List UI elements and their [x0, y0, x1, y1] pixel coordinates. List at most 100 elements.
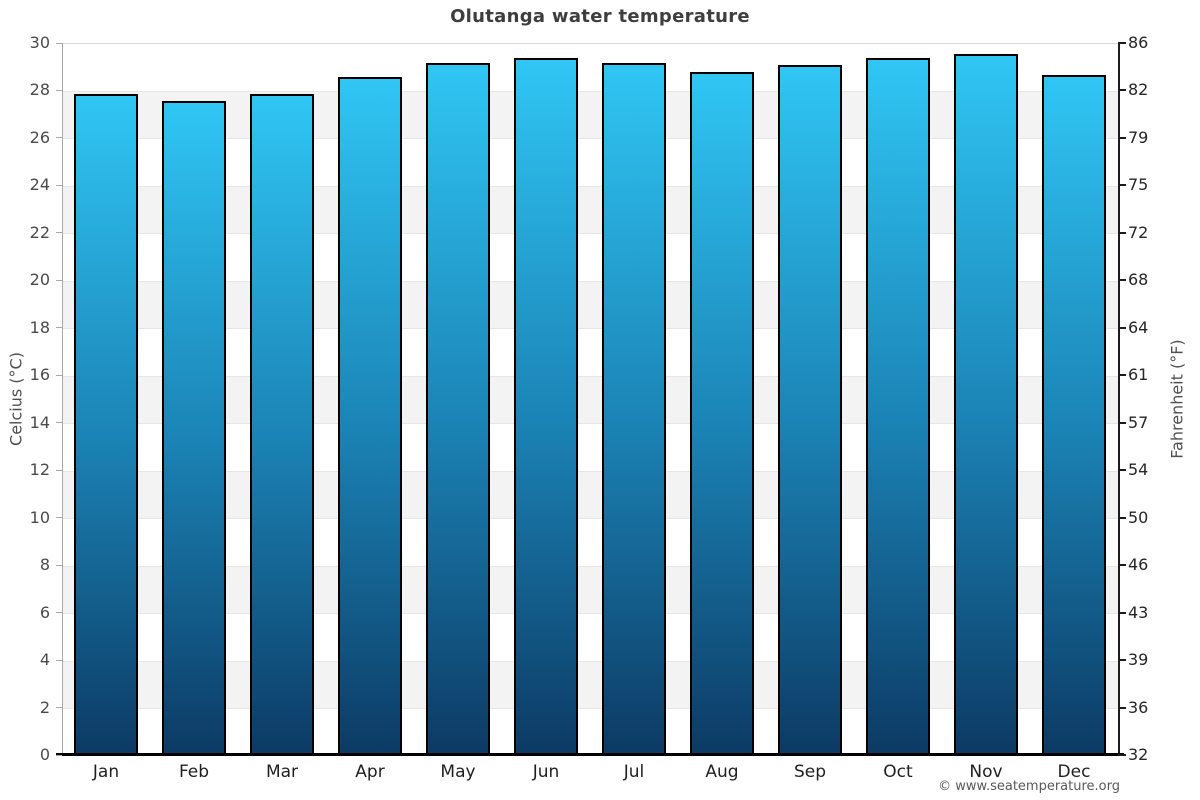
temperature-bar-jan: [74, 93, 138, 756]
y-tick-mark-left: [56, 564, 62, 566]
y-tick-label-fahrenheit: 50: [1128, 507, 1149, 527]
y-tick-label-celsius: 20: [29, 270, 50, 290]
grid-band: [62, 91, 1118, 139]
x-tick-label-feb: Feb: [178, 762, 210, 782]
y-tick-label-fahrenheit: 64: [1128, 317, 1149, 337]
temperature-bar-mar: [250, 93, 314, 756]
grid-band: [62, 661, 1118, 709]
grid-band: [62, 423, 1118, 472]
y-tick-label-fahrenheit: 79: [1128, 127, 1149, 147]
x-tick-label-nov: Nov: [969, 762, 1003, 782]
x-tick-label-dec: Dec: [1057, 762, 1091, 782]
y-tick-mark-left: [56, 89, 62, 91]
y-tick-mark-left: [56, 422, 62, 424]
y-tick-label-fahrenheit: 39: [1128, 650, 1149, 670]
y-tick-mark-left: [56, 279, 62, 281]
y-tick-mark-right: [1118, 706, 1126, 709]
y-tick-mark-right: [1118, 326, 1126, 329]
y-tick-label-celsius: 4: [39, 650, 50, 670]
y-tick-label-fahrenheit: 46: [1128, 555, 1149, 575]
y-tick-label-celsius: 12: [29, 460, 50, 480]
grid-band: [62, 233, 1118, 282]
y-tick-mark-left: [56, 374, 62, 376]
y-axis-label-fahrenheit: Fahrenheit (°F): [1167, 339, 1187, 459]
y-tick-label-celsius: 6: [39, 602, 50, 622]
x-tick-label-jan: Jan: [92, 762, 120, 782]
x-tick-label-apr: Apr: [355, 762, 385, 782]
y-tick-label-fahrenheit: 54: [1128, 460, 1149, 480]
y-tick-label-celsius: 18: [29, 317, 50, 337]
y-tick-label-celsius: 30: [29, 33, 50, 52]
y-tick-label-fahrenheit: 75: [1128, 175, 1149, 195]
grid-band: [62, 471, 1118, 519]
y-tick-label-celsius: 8: [39, 555, 50, 575]
temperature-bar-nov: [954, 53, 1018, 756]
temperature-bar-jul: [602, 63, 666, 756]
y-tick-mark-right: [1118, 136, 1126, 139]
y-tick-mark-left: [56, 754, 62, 756]
grid-band: [62, 138, 1118, 187]
y-axis-label-celsius: Celcius (°C): [6, 352, 26, 446]
y-tick-label-celsius: 26: [29, 127, 50, 147]
y-tick-mark-left: [56, 612, 62, 614]
y-tick-label-celsius: 14: [29, 412, 50, 432]
x-tick-label-jul: Jul: [623, 762, 645, 782]
grid-band: [62, 44, 1118, 92]
grid-band: [62, 328, 1118, 377]
y-tick-label-fahrenheit: 32: [1128, 745, 1149, 764]
y-tick-label-fahrenheit: 86: [1128, 33, 1149, 52]
y-tick-mark-right: [1118, 89, 1126, 92]
y-tick-mark-right: [1118, 421, 1126, 424]
grid-band: [62, 613, 1118, 662]
y-tick-mark-right: [1118, 754, 1126, 756]
y-tick-label-celsius: 22: [29, 222, 50, 242]
temperature-bar-dec: [1042, 74, 1106, 756]
y-tick-label-celsius: 16: [29, 365, 50, 385]
temperature-bar-apr: [338, 77, 402, 756]
chart-title: Olutanga water temperature: [450, 6, 750, 27]
y-tick-mark-right: [1118, 279, 1126, 282]
y-tick-mark-right: [1118, 611, 1126, 614]
y-tick-label-fahrenheit: 68: [1128, 270, 1149, 290]
y-axis-right-spine: [1118, 43, 1120, 755]
temperature-bar-sep: [778, 65, 842, 756]
grid-band: [62, 281, 1118, 329]
y-tick-mark-right: [1118, 42, 1126, 44]
temperature-bar-aug: [690, 72, 754, 756]
watermark: © www.seatemperature.org: [938, 779, 1120, 794]
y-tick-mark-left: [56, 232, 62, 234]
grid-band: [62, 376, 1118, 424]
y-tick-label-fahrenheit: 57: [1128, 412, 1149, 432]
temperature-bar-oct: [866, 58, 930, 756]
x-tick-label-may: May: [440, 762, 476, 782]
x-tick-label-jun: Jun: [532, 762, 560, 782]
y-tick-mark-right: [1118, 516, 1126, 519]
y-tick-mark-left: [56, 517, 62, 519]
grid-band: [62, 518, 1118, 567]
y-tick-label-celsius: 10: [29, 507, 50, 527]
plot-area: [62, 43, 1118, 756]
y-tick-label-celsius: 0: [39, 745, 50, 764]
y-tick-label-fahrenheit: 61: [1128, 365, 1149, 385]
y-tick-mark-left: [56, 137, 62, 139]
y-tick-mark-left: [56, 469, 62, 471]
y-tick-mark-right: [1118, 659, 1126, 662]
y-tick-label-fahrenheit: 82: [1128, 80, 1149, 100]
y-tick-mark-right: [1118, 564, 1126, 567]
grid-band: [62, 186, 1118, 234]
y-tick-mark-right: [1118, 184, 1126, 187]
temperature-bar-feb: [162, 100, 226, 756]
y-tick-label-celsius: 24: [29, 175, 50, 195]
x-tick-label-mar: Mar: [265, 762, 299, 782]
y-tick-label-fahrenheit: 43: [1128, 602, 1149, 622]
y-tick-mark-left: [56, 327, 62, 329]
y-tick-mark-left: [56, 707, 62, 709]
y-tick-mark-left: [56, 659, 62, 661]
y-tick-mark-left: [56, 184, 62, 186]
y-tick-mark-left: [56, 42, 62, 44]
y-tick-mark-right: [1118, 374, 1126, 377]
x-axis-line: [56, 753, 1124, 756]
grid-band: [62, 708, 1118, 756]
y-tick-label-celsius: 28: [29, 80, 50, 100]
